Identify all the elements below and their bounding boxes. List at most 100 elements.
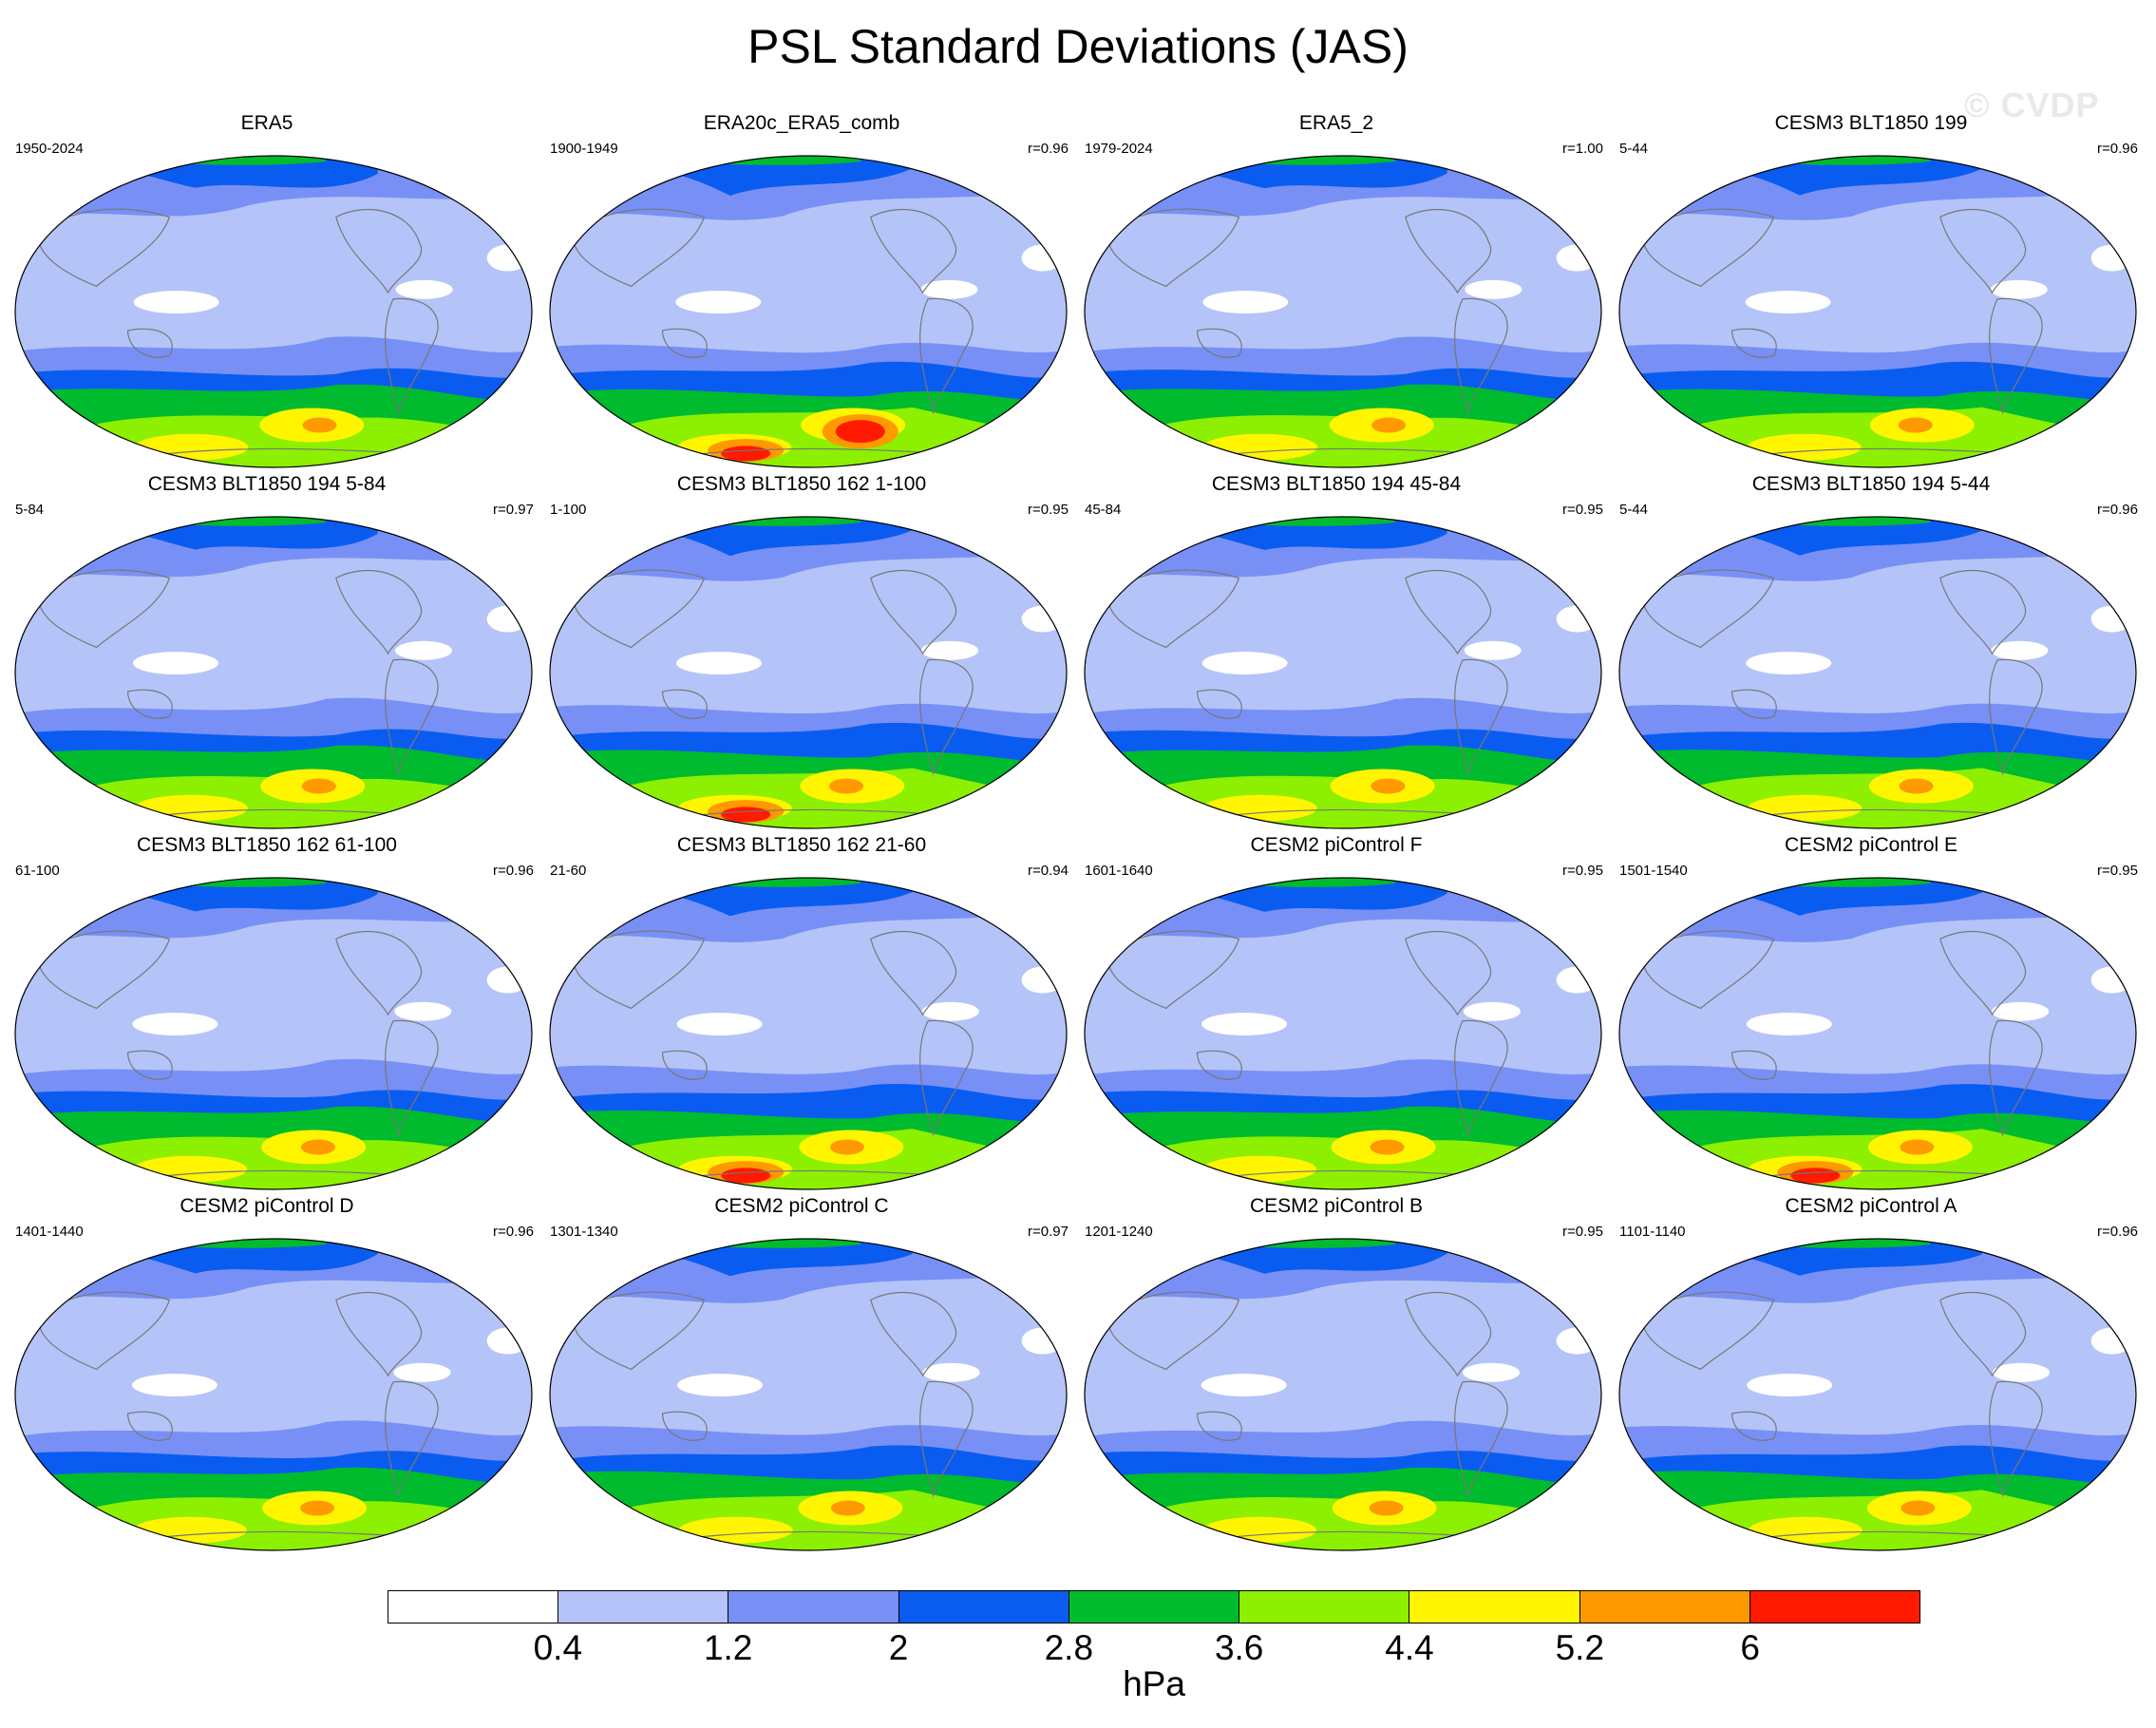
- map-panel: CESM3 BLT1850 162 21-60 21-60 r=0.94: [535, 834, 1069, 1195]
- colorbar-boxes: [388, 1590, 1920, 1624]
- panel-year-range: 1900-1949: [550, 141, 618, 157]
- panel-title: ERA20c_ERA5_comb: [703, 112, 900, 134]
- panel-correlation: r=0.95: [1028, 502, 1069, 518]
- panel-title: CESM2 piControl A: [1785, 1195, 1957, 1217]
- panel-correlation: r=0.95: [1562, 1224, 1603, 1240]
- map-panel: CESM2 piControl F 1601-1640 r=0.95: [1069, 834, 1603, 1195]
- colorbar: 0.4 1.2 2 2.8 3.6 4.4 5.2 6 hPa: [388, 1590, 1920, 1704]
- psl-stddev-map: [549, 877, 1068, 1190]
- colorbar-tick-label: 2.8: [1044, 1628, 1094, 1667]
- panel-correlation: r=0.96: [2097, 141, 2138, 157]
- map-panel: ERA5 1950-2024: [0, 112, 534, 473]
- panel-year-range: 21-60: [550, 863, 587, 879]
- panel-year-range: 61-100: [15, 863, 60, 879]
- psl-stddev-map: [549, 516, 1068, 829]
- panel-year-range: 1601-1640: [1085, 863, 1153, 879]
- colorbar-tick-label: 0.4: [533, 1628, 583, 1667]
- panel-year-range: 1301-1340: [550, 1224, 618, 1240]
- psl-stddev-map: [14, 877, 533, 1190]
- colorbar-swatch: [1409, 1591, 1580, 1623]
- panel-year-range: 1501-1540: [1619, 863, 1688, 879]
- panel-title: CESM2 piControl C: [714, 1195, 889, 1217]
- colorbar-swatch: [1579, 1591, 1750, 1623]
- panel-title: CESM3 BLT1850 162 61-100: [137, 834, 397, 856]
- colorbar-tick-label: 1.2: [703, 1628, 753, 1667]
- panel-correlation: r=0.96: [493, 863, 534, 879]
- panel-title: ERA5: [240, 112, 293, 134]
- panel-correlation: r=0.96: [2097, 1224, 2138, 1240]
- panel-title: CESM2 piControl F: [1250, 834, 1423, 856]
- colorbar-swatch: [728, 1591, 899, 1623]
- colorbar-unit-label: hPa: [1123, 1664, 1185, 1703]
- panel-title: CESM2 piControl D: [180, 1195, 354, 1217]
- colorbar-tick-label: 6: [1740, 1628, 1760, 1667]
- colorbar-tick-label: 2: [888, 1628, 909, 1667]
- panel-title: ERA5_2: [1298, 112, 1374, 134]
- panel-title: CESM3 BLT1850 162 21-60: [676, 834, 927, 856]
- panel-year-range: 1401-1440: [15, 1224, 84, 1240]
- colorbar-tick-label: 4.4: [1385, 1628, 1434, 1667]
- panel-correlation: r=0.96: [2097, 502, 2138, 518]
- psl-stddev-map: [1084, 155, 1602, 468]
- map-panel: CESM2 piControl B 1201-1240 r=0.95: [1069, 1195, 1603, 1556]
- panel-year-range: 5-84: [15, 502, 45, 518]
- panel-year-range: 1101-1140: [1619, 1224, 1686, 1240]
- panel-year-range: 5-44: [1619, 502, 1649, 518]
- psl-stddev-map: [14, 516, 533, 829]
- panel-correlation: r=0.95: [2097, 863, 2138, 879]
- psl-stddev-map: [549, 1238, 1068, 1551]
- psl-stddev-map: [1618, 516, 2137, 829]
- psl-stddev-map: [1084, 1238, 1602, 1551]
- colorbar-swatch: [558, 1591, 729, 1623]
- map-panel: CESM3 BLT1850 194 45-84 45-84 r=0.95: [1069, 473, 1603, 834]
- panel-correlation: r=1.00: [1562, 141, 1603, 157]
- psl-stddev-map: [1084, 877, 1602, 1190]
- psl-stddev-map: [549, 155, 1068, 468]
- panel-year-range: 5-44: [1619, 141, 1649, 157]
- map-panel: CESM2 piControl E 1501-1540 r=0.95: [1604, 834, 2138, 1195]
- psl-stddev-map: [1618, 877, 2137, 1190]
- colorbar-swatch: [1239, 1591, 1410, 1623]
- panel-correlation: r=0.96: [493, 1224, 534, 1240]
- panel-correlation: r=0.97: [1028, 1224, 1069, 1240]
- panel-title: CESM3 BLT1850 162 1-100: [676, 473, 927, 495]
- psl-stddev-map: [14, 1238, 533, 1551]
- map-panel: ERA5_2 1979-2024 r=1.00: [1069, 112, 1603, 473]
- map-panel: CESM3 BLT1850 199 5-44 r=0.96: [1604, 112, 2138, 473]
- figure-title: PSL Standard Deviations (JAS): [747, 20, 1409, 73]
- panel-year-range: 45-84: [1085, 502, 1122, 518]
- psl-stddev-map: [1084, 516, 1602, 829]
- colorbar-swatch: [388, 1591, 559, 1623]
- panel-year-range: 1201-1240: [1085, 1224, 1153, 1240]
- map-panel: CESM3 BLT1850 162 61-100 61-100 r=0.96: [0, 834, 534, 1195]
- panel-year-range: 1950-2024: [15, 141, 84, 157]
- psl-stddev-map: [14, 155, 533, 468]
- panel-year-range: 1-100: [550, 502, 587, 518]
- panel-title: CESM2 piControl E: [1784, 834, 1958, 856]
- map-panel: CESM3 BLT1850 194 5-44 5-44 r=0.96: [1604, 473, 2138, 834]
- colorbar-swatch: [1069, 1591, 1240, 1623]
- map-panel: CESM3 BLT1850 162 1-100 1-100 r=0.95: [535, 473, 1069, 834]
- map-panel: CESM2 piControl A 1101-1140 r=0.96: [1604, 1195, 2138, 1556]
- panel-title: CESM3 BLT1850 194 5-84: [147, 473, 387, 495]
- colorbar-swatch: [1749, 1591, 1920, 1623]
- colorbar-tick-label: 3.6: [1214, 1628, 1264, 1667]
- psl-stddev-map: [1618, 1238, 2137, 1551]
- panel-title: CESM3 BLT1850 199: [1774, 112, 1968, 134]
- colorbar-swatch: [898, 1591, 1069, 1623]
- map-panel: CESM2 piControl D 1401-1440 r=0.96: [0, 1195, 534, 1556]
- panel-correlation: r=0.94: [1028, 863, 1069, 879]
- cvdp-watermark: © CVDP: [1964, 85, 2100, 124]
- map-panel: ERA20c_ERA5_comb 1900-1949 r=0.96: [535, 112, 1069, 473]
- panel-year-range: 1979-2024: [1085, 141, 1153, 157]
- panel-correlation: r=0.97: [493, 502, 534, 518]
- panel-correlation: r=0.96: [1028, 141, 1069, 157]
- map-panel: CESM3 BLT1850 194 5-84 5-84 r=0.97: [0, 473, 534, 834]
- panel-title: CESM3 BLT1850 194 5-44: [1751, 473, 1991, 495]
- panel-correlation: r=0.95: [1562, 863, 1603, 879]
- panel-title: CESM3 BLT1850 194 45-84: [1211, 473, 1462, 495]
- panel-correlation: r=0.95: [1562, 502, 1603, 518]
- panel-title: CESM2 piControl B: [1249, 1195, 1424, 1217]
- psl-stddev-map: [1618, 155, 2137, 468]
